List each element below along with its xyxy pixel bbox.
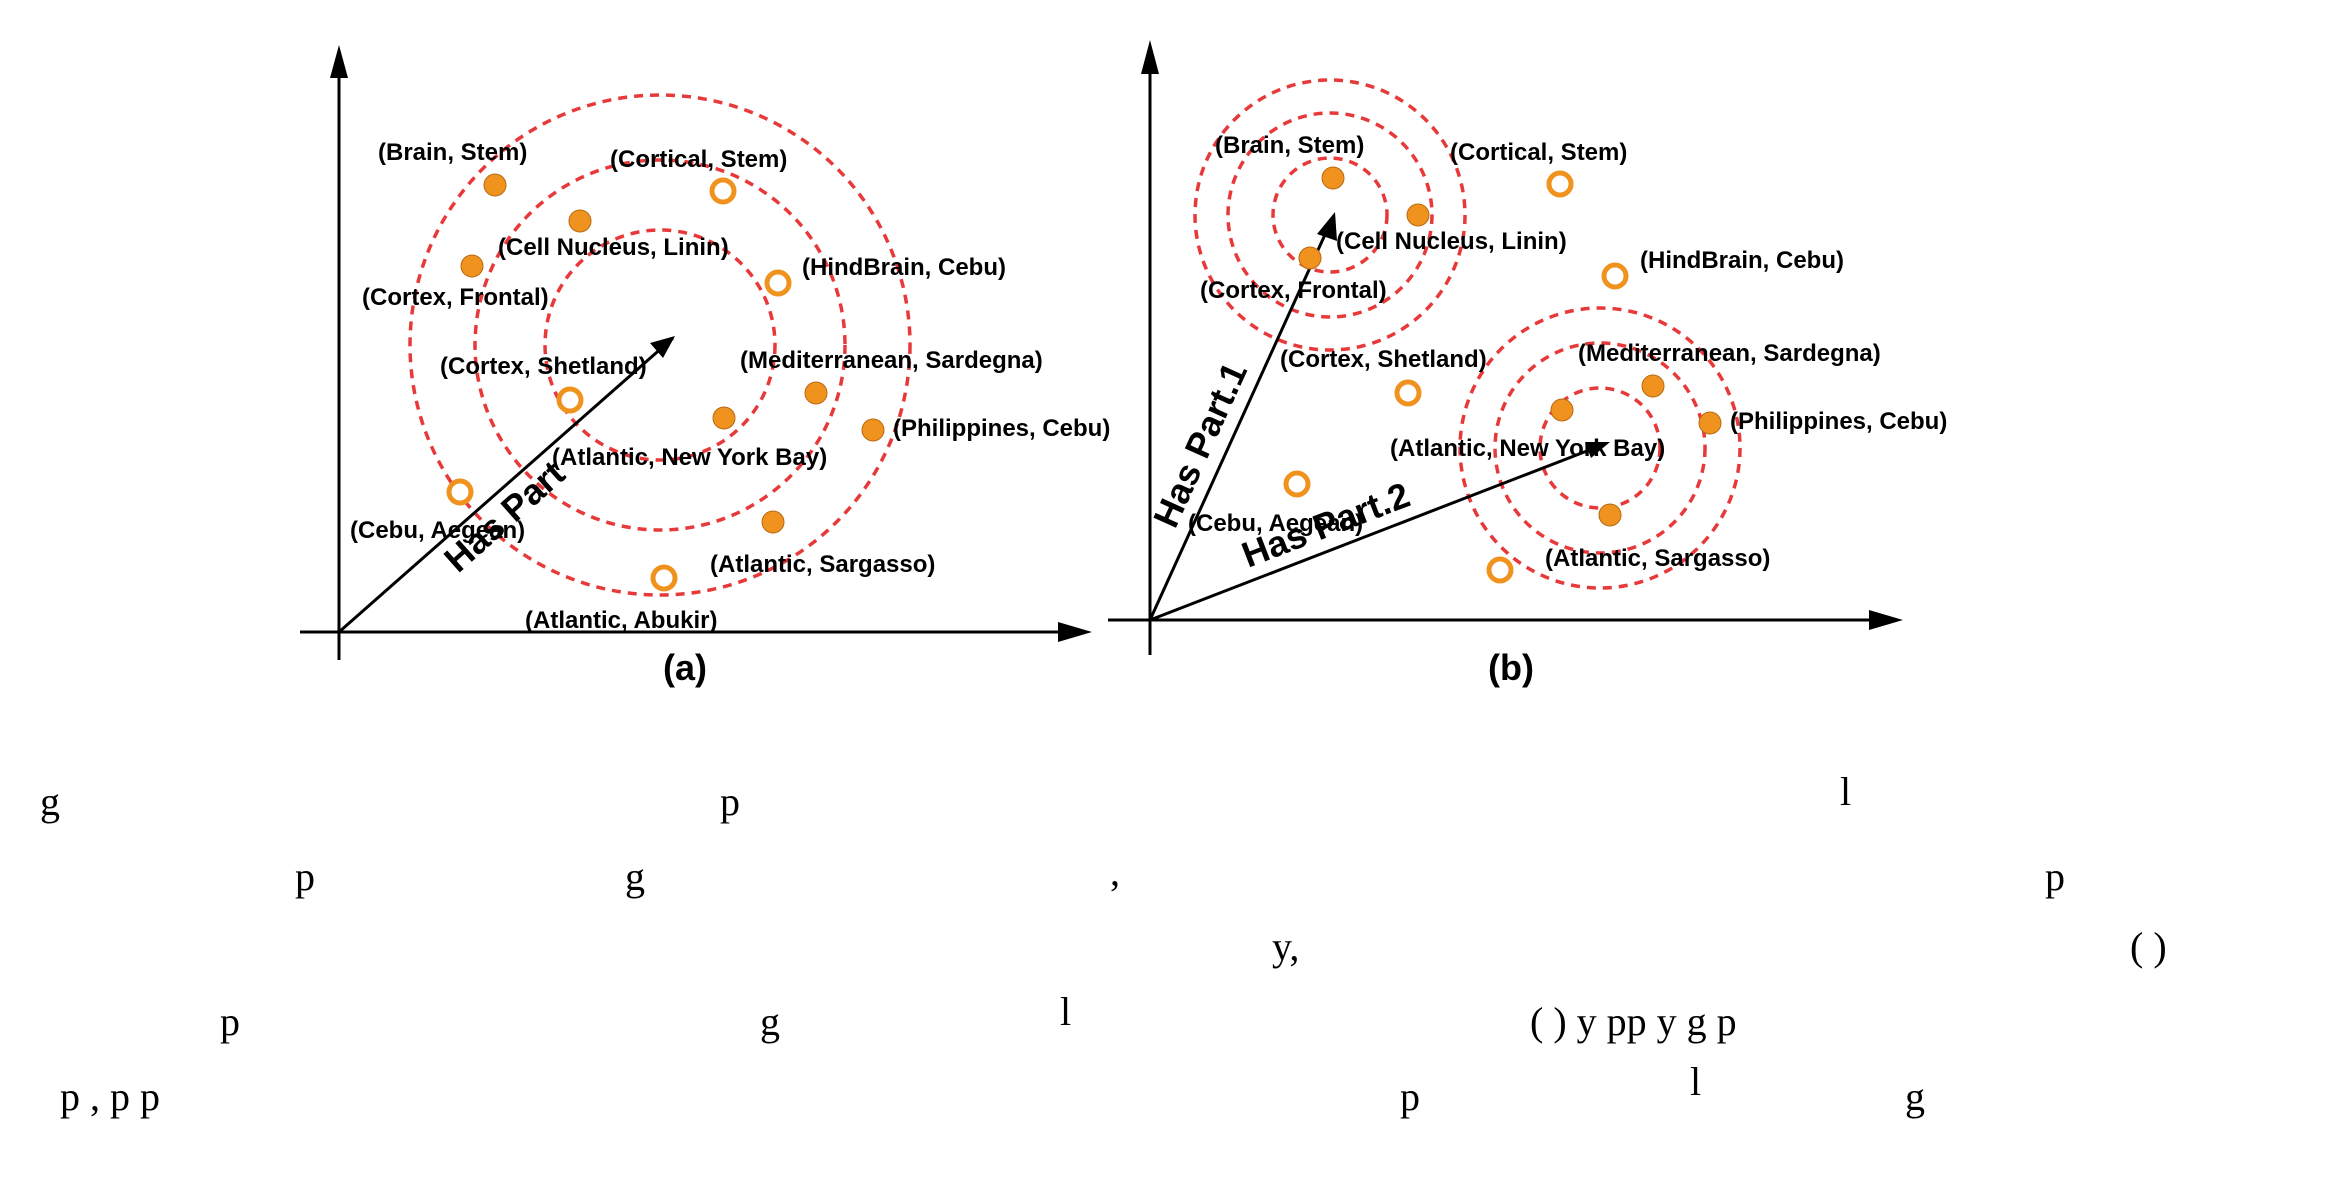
ring1-outer-b — [1193, 78, 1467, 352]
caption-a: (a) — [663, 647, 707, 688]
label-cortical-stem-a: (Cortical, Stem) — [610, 146, 787, 173]
label-cortex-frontal-a: (Cortex, Frontal) — [362, 284, 549, 311]
point-mediterranean-a — [804, 381, 828, 405]
text-fragment: p , p p — [60, 1074, 160, 1119]
point-cell-nucleus-a — [568, 209, 592, 233]
point-hindbrain-cebu-a — [764, 269, 792, 297]
point-mediterranean-b — [1641, 374, 1665, 398]
label-philippines-a: (Philippines, Cebu) — [893, 415, 1110, 442]
point-cebu-aegean-b — [1283, 470, 1311, 498]
text-fragment: p — [2045, 854, 2065, 899]
text-fragment: g — [40, 779, 60, 824]
point-cortex-frontal-a — [460, 254, 484, 278]
label-atlantic-nyb-a: (Atlantic, New York Bay) — [552, 444, 827, 471]
label-mediterranean-a: (Mediterranean, Sardegna) — [740, 347, 1043, 374]
panel-b: Has Part.1 Has Part.2 (Brain, Stem) (Cor… — [1108, 40, 1947, 688]
text-fragment: y, — [1272, 924, 1299, 969]
point-atlantic-nyb-b — [1550, 398, 1574, 422]
point-cebu-aegean-a — [446, 478, 474, 506]
text-fragment: p — [220, 999, 240, 1044]
x-axis-arrow-a — [1058, 622, 1092, 642]
point-atlantic-nyb-a — [712, 406, 736, 430]
point-atlantic-sargasso-b — [1598, 503, 1622, 527]
ring1-inner-b — [1271, 156, 1389, 274]
point-hindbrain-cebu-b — [1601, 262, 1629, 290]
text-fragment: ( ) — [2130, 924, 2167, 969]
has-part-2-vector-b — [1149, 442, 1606, 622]
x-axis-arrow-b — [1869, 610, 1903, 630]
point-cortical-stem-b — [1546, 170, 1574, 198]
label-cebu-aegean-b: (Cebu, Aegean) — [1188, 510, 1363, 537]
point-cortex-frontal-b — [1298, 246, 1322, 270]
point-cortical-stem-a — [709, 177, 737, 205]
label-cebu-aegean-a: (Cebu, Aegean) — [350, 517, 525, 544]
point-atlantic-abukir-a — [650, 564, 678, 592]
label-atlantic-sargasso-b: (Atlantic, Sargasso) — [1545, 545, 1770, 572]
label-atlantic-abukir-a: (Atlantic, Abukir) — [525, 607, 717, 634]
point-philippines-a — [861, 418, 885, 442]
text-fragment: p — [720, 779, 740, 824]
has-part-1-arrowhead-b — [1317, 212, 1337, 241]
y-axis-arrow-b — [1141, 40, 1159, 74]
has-part-2-arrowhead-b — [1585, 442, 1610, 458]
label-hindbrain-cebu-a: (HindBrain, Cebu) — [802, 254, 1006, 281]
ring-inner-a — [543, 228, 777, 462]
point-extra-b — [1486, 556, 1514, 584]
point-cell-nucleus-b — [1406, 203, 1430, 227]
ring2-middle-b — [1493, 341, 1707, 555]
label-philippines-b: (Philippines, Cebu) — [1730, 408, 1947, 435]
label-cell-nucleus-a: (Cell Nucleus, Linin) — [498, 234, 729, 261]
text-fragment: ( ) y pp y g p — [1530, 999, 1737, 1044]
text-fragment: , — [1110, 849, 1120, 894]
caption-b: (b) — [1488, 647, 1534, 688]
label-cortex-shetland-a: (Cortex, Shetland) — [440, 353, 647, 380]
label-cortical-stem-b: (Cortical, Stem) — [1450, 139, 1627, 166]
text-fragment: l — [1840, 769, 1851, 814]
label-mediterranean-b: (Mediterranean, Sardegna) — [1578, 340, 1881, 367]
label-atlantic-sargasso-a: (Atlantic, Sargasso) — [710, 551, 935, 578]
label-brain-stem-a: (Brain, Stem) — [378, 139, 527, 166]
ring2-inner-b — [1538, 386, 1662, 510]
label-cortex-frontal-b: (Cortex, Frontal) — [1200, 277, 1387, 304]
label-cell-nucleus-b: (Cell Nucleus, Linin) — [1336, 228, 1567, 255]
text-fragment: l — [1690, 1059, 1701, 1104]
ring-outer-a — [408, 93, 912, 597]
point-atlantic-sargasso-a — [761, 510, 785, 534]
label-brain-stem-b: (Brain, Stem) — [1215, 132, 1364, 159]
point-philippines-b — [1698, 411, 1722, 435]
label-atlantic-nyb-b: (Atlantic, New York Bay) — [1390, 435, 1665, 462]
point-brain-stem-b — [1321, 166, 1345, 190]
panel-a: Has Part (Brain, Stem) (Cortical, Stem) … — [300, 45, 1110, 688]
text-fragment: g — [1905, 1074, 1925, 1119]
has-part-1-vector-b — [1148, 216, 1335, 621]
has-part-vector-a — [338, 336, 674, 634]
ring1-middle-b — [1226, 111, 1434, 319]
text-fragment: p — [1400, 1074, 1420, 1119]
point-cortex-shetland-b — [1394, 379, 1422, 407]
text-fragment: g — [625, 854, 645, 899]
label-cortex-shetland-b: (Cortex, Shetland) — [1280, 346, 1487, 373]
ring2-outer-b — [1458, 306, 1742, 590]
ring-middle-a — [473, 158, 847, 532]
text-fragment: g — [760, 999, 780, 1044]
cropped-caption-text: g p l p g , p y, ( ) p g l ( ) y pp y g … — [40, 769, 2167, 1119]
text-fragment: p — [295, 854, 315, 899]
point-cortex-shetland-a — [556, 386, 584, 414]
label-hindbrain-cebu-b: (HindBrain, Cebu) — [1640, 247, 1844, 274]
y-axis-arrow-a — [330, 45, 348, 78]
text-fragment: l — [1060, 989, 1071, 1034]
point-brain-stem-a — [483, 173, 507, 197]
has-part-arrowhead-a — [650, 336, 675, 358]
